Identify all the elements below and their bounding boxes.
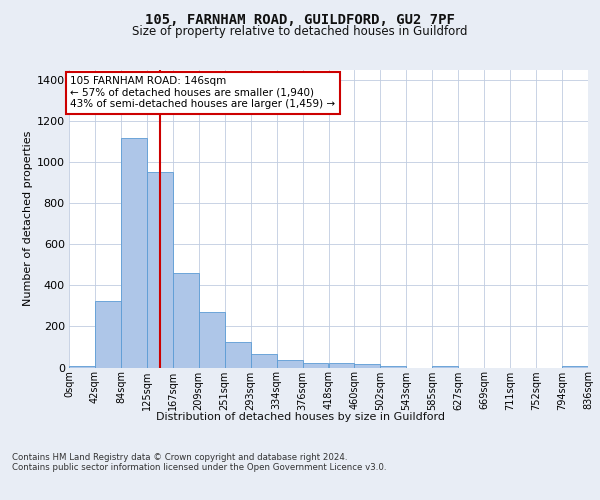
Text: 105, FARNHAM ROAD, GUILDFORD, GU2 7PF: 105, FARNHAM ROAD, GUILDFORD, GU2 7PF [145,12,455,26]
Bar [380,366,406,368]
Bar [277,360,302,368]
Text: Distribution of detached houses by size in Guildford: Distribution of detached houses by size … [155,412,445,422]
Bar [95,301,121,368]
Text: 105 FARNHAM ROAD: 146sqm
← 57% of detached houses are smaller (1,940)
43% of sem: 105 FARNHAM ROAD: 146sqm ← 57% of detach… [70,76,335,110]
Text: Size of property relative to detached houses in Guildford: Size of property relative to detached ho… [132,25,468,38]
Bar [199,312,225,368]
Bar [355,364,380,368]
Text: Contains HM Land Registry data © Crown copyright and database right 2024.
Contai: Contains HM Land Registry data © Crown c… [12,452,386,472]
Bar [121,138,147,368]
Bar [69,366,95,368]
Bar [562,366,588,368]
Bar [224,342,251,367]
Bar [302,364,329,368]
Y-axis label: Number of detached properties: Number of detached properties [23,131,32,306]
Bar [432,366,458,368]
Bar [173,273,199,368]
Bar [251,354,277,368]
Bar [329,364,355,368]
Bar [147,172,173,368]
